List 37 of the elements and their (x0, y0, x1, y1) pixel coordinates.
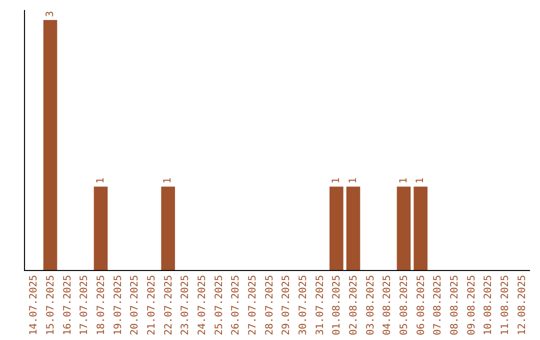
x-tick-label: 02.08.2025 (348, 275, 360, 336)
data-label: 1 (330, 178, 342, 184)
x-tick-label: 10.08.2025 (483, 275, 494, 336)
x-tick-label: 24.07.2025 (197, 275, 208, 336)
x-tick-label: 28.07.2025 (264, 275, 276, 336)
x-tick-label: 11.08.2025 (500, 275, 511, 336)
data-label: 1 (162, 178, 174, 184)
data-label: 3 (44, 10, 56, 17)
x-tick-label: 29.07.2025 (281, 275, 292, 336)
x-tick-label: 20.07.2025 (130, 275, 141, 336)
x-tick-label: 30.07.2025 (298, 275, 309, 336)
x-tick-label: 12.08.2025 (516, 275, 528, 336)
x-tick-label: 05.08.2025 (399, 275, 410, 336)
data-label: 1 (415, 178, 426, 184)
x-tick-label: 14.07.2025 (28, 275, 40, 336)
x-tick-label: 03.08.2025 (365, 275, 376, 336)
x-tick-label: 23.07.2025 (180, 275, 192, 336)
x-tick-label: 09.08.2025 (466, 275, 478, 336)
x-tick-label: 26.07.2025 (230, 275, 242, 336)
x-tick-label: 16.07.2025 (62, 275, 74, 336)
x-tick-label: 25.07.2025 (214, 275, 225, 336)
x-tick-label: 17.07.2025 (79, 275, 90, 336)
x-tick-label: 21.07.2025 (146, 275, 158, 336)
x-tick-label: 04.08.2025 (382, 275, 394, 336)
x-tick-label: 07.08.2025 (432, 275, 444, 336)
data-label: 1 (95, 178, 106, 184)
x-tick-label: 18.07.2025 (96, 275, 107, 336)
x-tick-label: 15.07.2025 (46, 275, 56, 336)
x-tick-label: 31.07.2025 (314, 275, 326, 336)
x-tick-label: 06.08.2025 (416, 275, 427, 336)
x-tick-label: 27.07.2025 (248, 275, 258, 336)
x-tick-label: 01.08.2025 (332, 275, 343, 336)
data-label: 1 (398, 178, 410, 184)
x-tick-label: 19.07.2025 (112, 275, 124, 336)
x-tick-label: 08.08.2025 (450, 275, 460, 336)
data-label: 1 (348, 178, 359, 184)
x-tick-label: 22.07.2025 (163, 275, 174, 336)
